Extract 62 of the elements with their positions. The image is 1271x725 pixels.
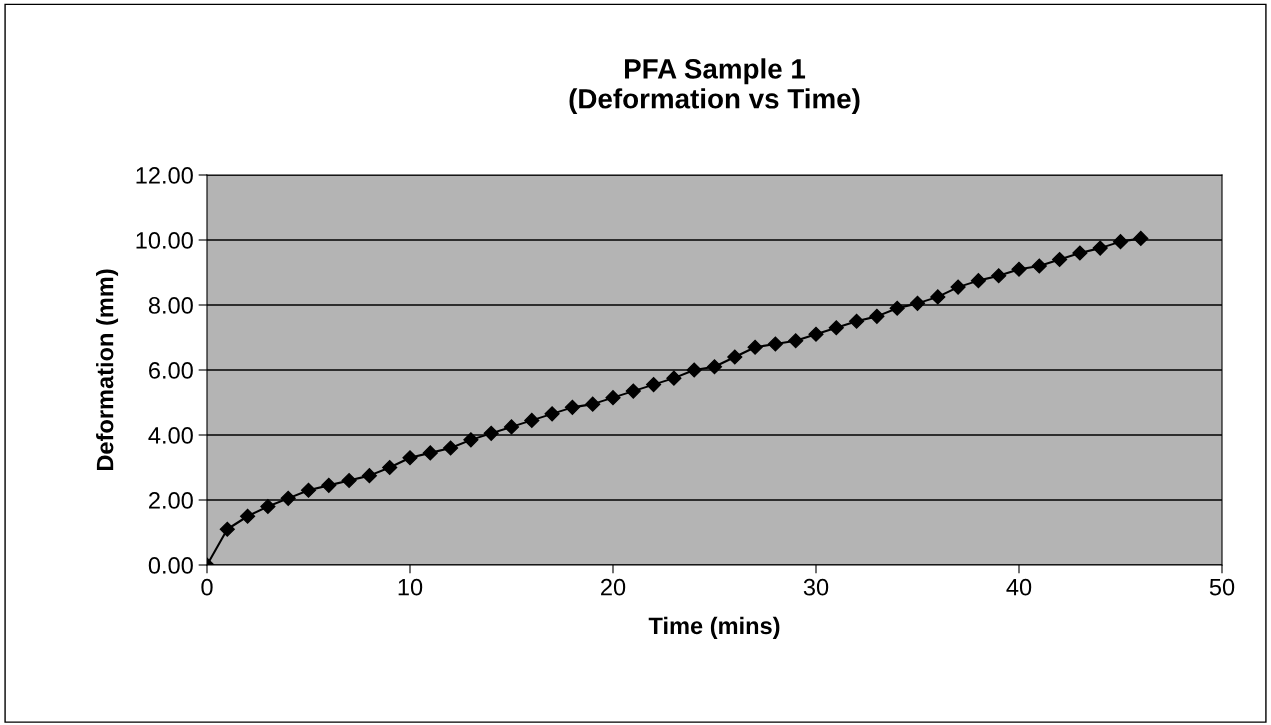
point: [808, 326, 824, 342]
point: [930, 289, 946, 305]
x-tick-label: 20: [601, 578, 626, 596]
point: [869, 308, 885, 324]
x-tick-label: 10: [398, 578, 423, 596]
point: [605, 390, 621, 406]
point: [889, 300, 905, 316]
y-tick-label: 12.00: [136, 167, 193, 184]
x-tick-label: 30: [803, 578, 829, 596]
point: [260, 498, 276, 515]
point: [524, 412, 540, 428]
point: [706, 359, 723, 375]
point: [564, 399, 580, 415]
y-tick-label: 4.00: [148, 427, 193, 444]
point: [1052, 251, 1068, 268]
point: [1112, 234, 1129, 250]
y-tick-label: 8.00: [148, 297, 193, 314]
point: [625, 383, 641, 399]
point: [1072, 245, 1088, 261]
point: [727, 349, 743, 365]
point: [909, 295, 926, 311]
point: [503, 419, 520, 435]
point: [321, 477, 337, 493]
x-tick-label: 0: [201, 578, 213, 596]
point: [849, 313, 865, 329]
point: [970, 273, 986, 289]
point: [240, 508, 256, 524]
point: [585, 396, 601, 412]
x-tick-label: 40: [1006, 578, 1032, 596]
point: [463, 432, 479, 448]
point: [443, 440, 459, 456]
point: [382, 459, 398, 476]
point: [300, 482, 317, 498]
point: [1092, 240, 1108, 256]
point: [788, 333, 804, 349]
point: [361, 468, 377, 484]
y-tick-label: 10.00: [136, 232, 193, 249]
y-tick-label: 0.00: [148, 557, 193, 574]
point: [646, 377, 662, 393]
chart-title: PFA Sample 1 (Deformation vs Time): [569, 58, 860, 115]
x-tick-label: 50: [1209, 578, 1235, 596]
point: [280, 490, 296, 506]
point: [219, 521, 235, 537]
y-axis-title: Deformation (mm): [96, 269, 119, 471]
point: [950, 279, 966, 295]
point: [767, 336, 783, 352]
point: [666, 370, 682, 386]
point: [1031, 258, 1047, 274]
point: [544, 406, 560, 422]
x-axis-title: Time (mins): [648, 616, 780, 639]
point: [341, 472, 357, 489]
point: [1133, 230, 1149, 246]
y-tick-label: 2.00: [149, 492, 193, 509]
point: [828, 320, 844, 336]
point: [686, 362, 702, 378]
point: [483, 425, 499, 441]
point: [1011, 261, 1027, 277]
point: [422, 445, 438, 461]
y-tick-label: 6.00: [149, 362, 193, 379]
point: [747, 339, 763, 355]
point: [991, 268, 1007, 284]
point: [402, 450, 418, 466]
